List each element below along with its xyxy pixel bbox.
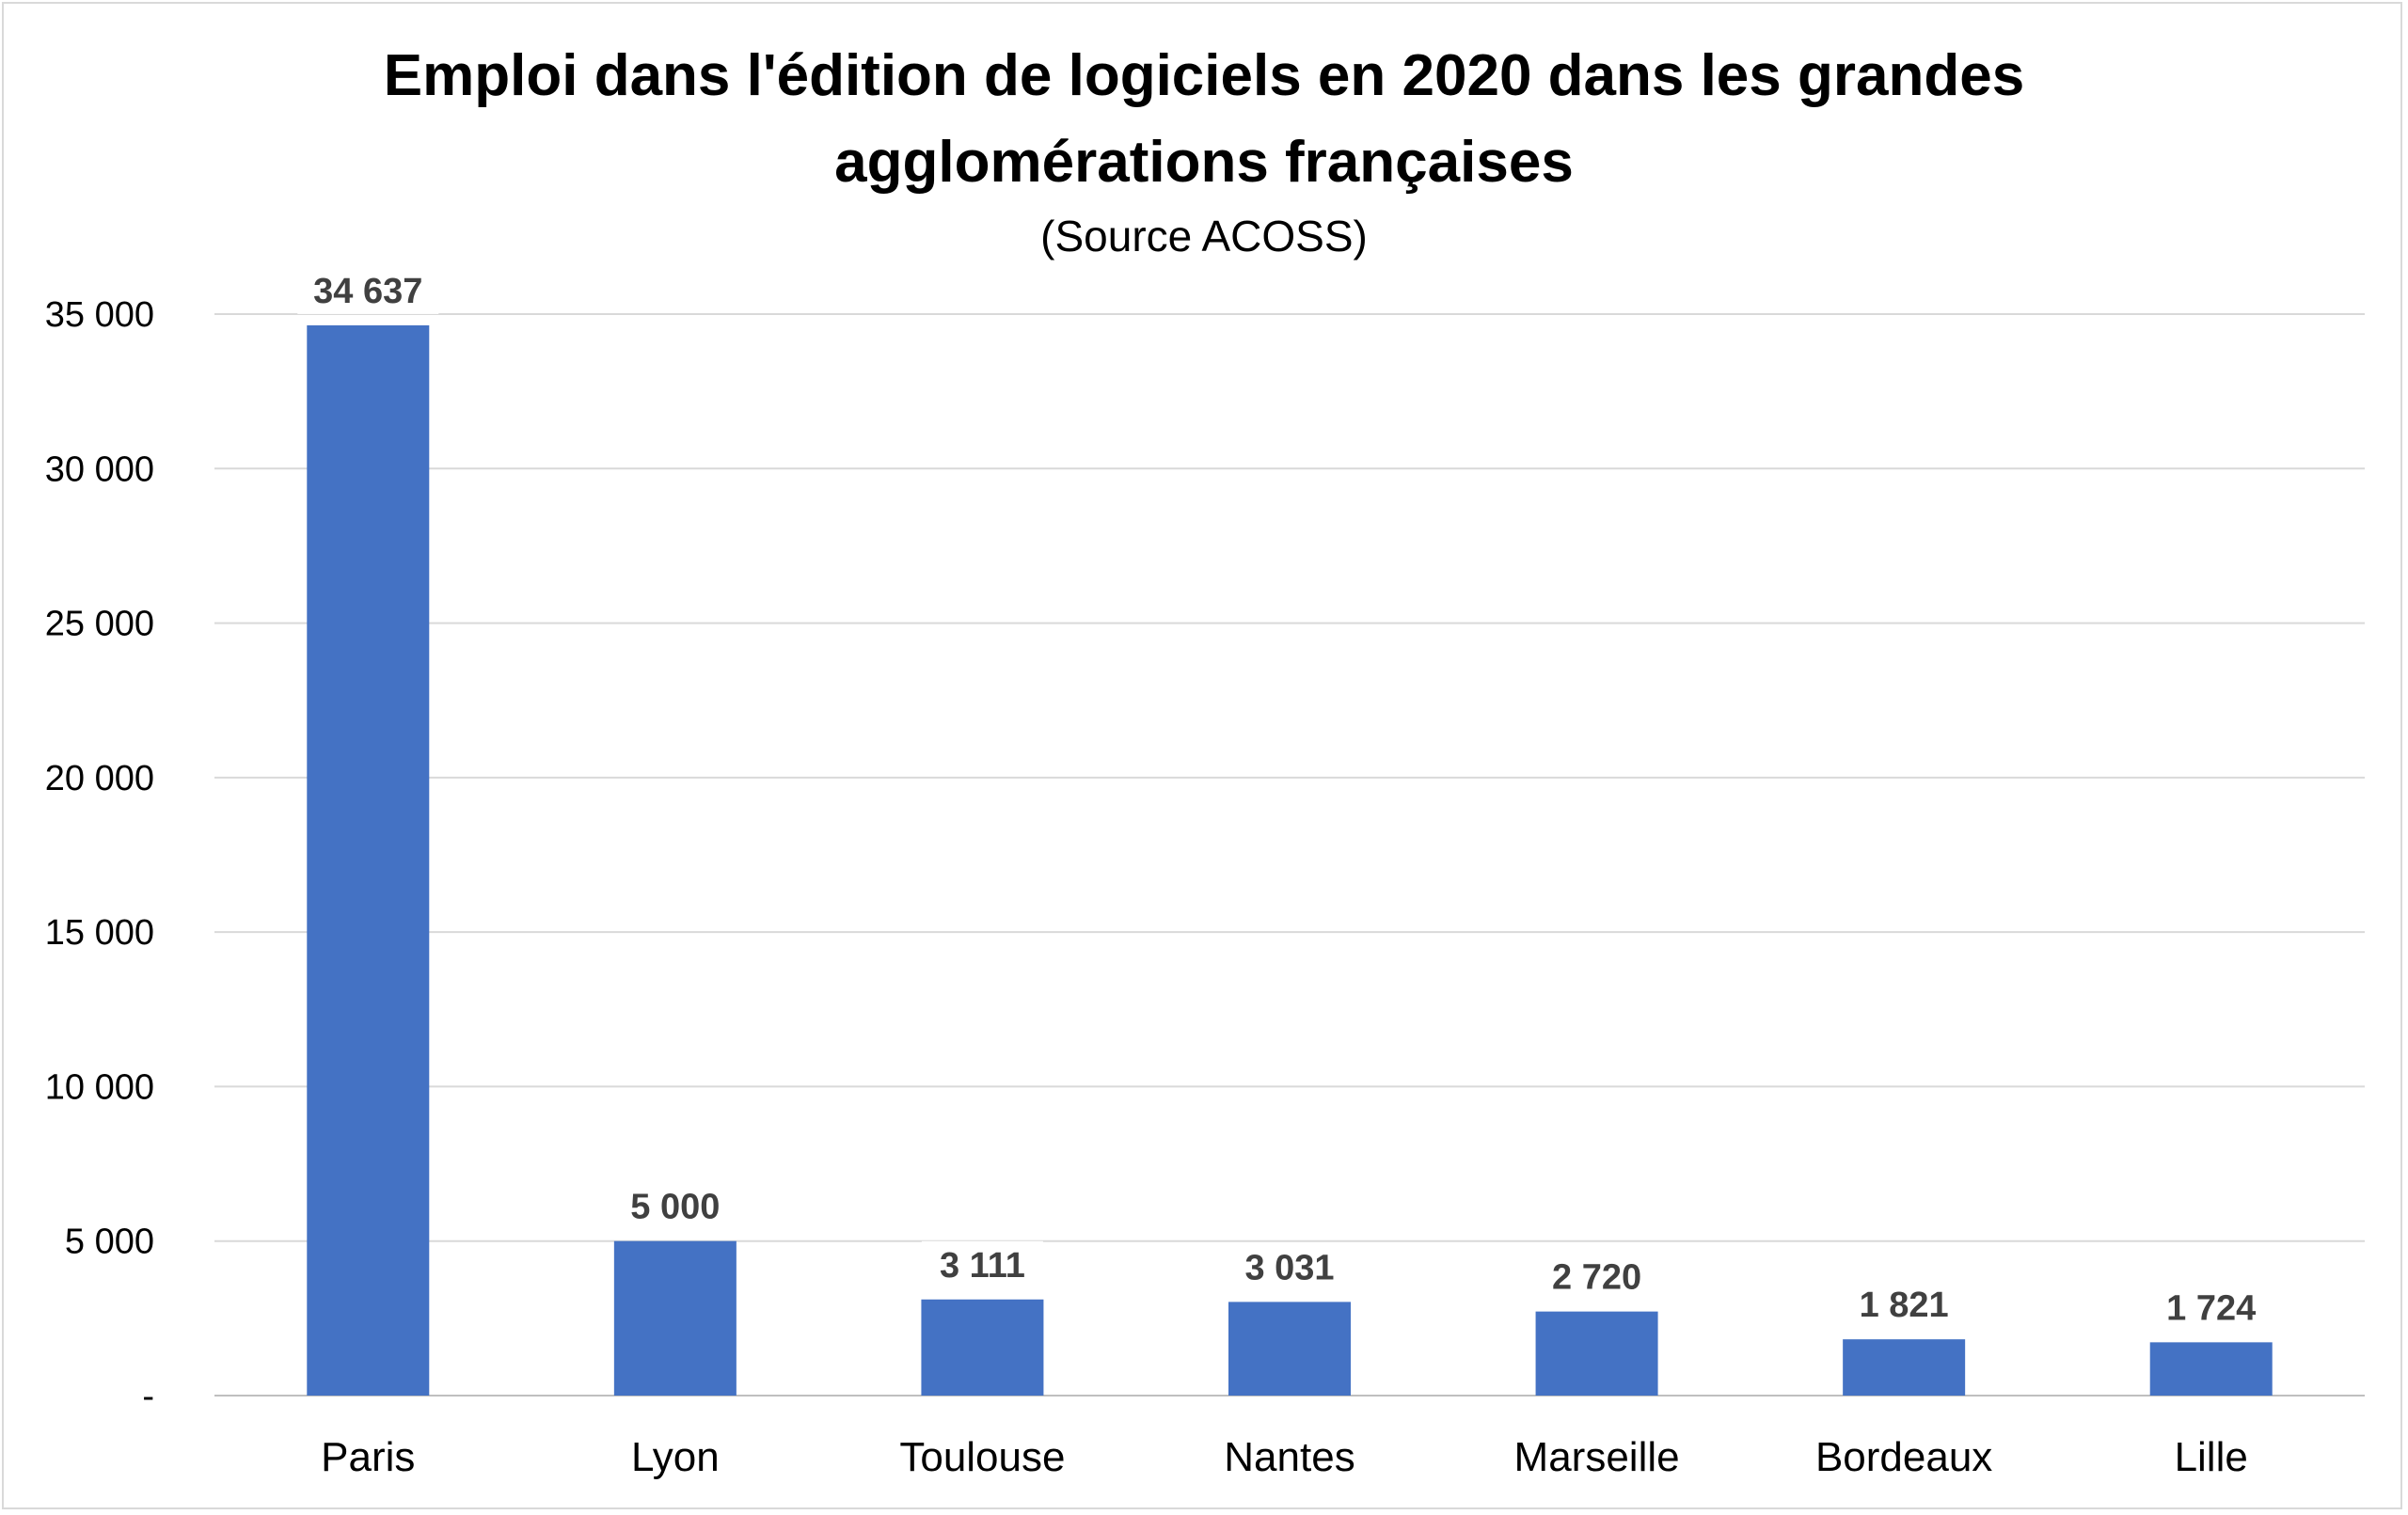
y-tick-label: 15 000 — [45, 913, 154, 953]
bar-marseille[interactable] — [1535, 1311, 1658, 1396]
x-tick-label: Toulouse — [899, 1434, 1065, 1480]
data-label: 3 111 — [940, 1246, 1025, 1286]
y-tick-label: 20 000 — [45, 759, 154, 798]
data-label: 1 724 — [2166, 1288, 2256, 1328]
x-tick-label: Marseille — [1514, 1434, 1680, 1480]
x-tick-label: Bordeaux — [1815, 1434, 1992, 1480]
x-tick-label: Lille — [2175, 1434, 2248, 1480]
bar-bordeaux[interactable] — [1843, 1339, 1966, 1396]
data-label: 2 720 — [1552, 1258, 1641, 1298]
data-label-background — [614, 1182, 737, 1230]
bar-lyon[interactable] — [613, 1240, 737, 1396]
data-label: 34 637 — [313, 272, 422, 311]
bar-toulouse[interactable] — [921, 1299, 1044, 1396]
data-label-background — [1536, 1253, 1658, 1301]
bar-nantes[interactable] — [1228, 1302, 1351, 1396]
data-label: 5 000 — [630, 1188, 720, 1227]
chart-subtitle: (Source ACOSS) — [1040, 212, 1368, 260]
x-tick-label: Lyon — [631, 1434, 720, 1480]
y-tick-label: 10 000 — [45, 1067, 154, 1107]
data-label: 1 821 — [1860, 1286, 1949, 1325]
data-label-background — [921, 1240, 1043, 1288]
chart-title-line-2: agglomérations françaises — [834, 130, 1574, 195]
bar-paris[interactable] — [307, 324, 430, 1397]
x-tick-label: Paris — [321, 1434, 415, 1480]
data-label-background — [2150, 1284, 2273, 1332]
chart-title-line-1: Emploi dans l'édition de logiciels en 20… — [383, 43, 2025, 108]
data-label-background — [297, 266, 439, 314]
y-tick-label: 30 000 — [45, 450, 154, 489]
x-tick-label: Nantes — [1224, 1434, 1354, 1480]
y-tick-label: - — [142, 1377, 154, 1416]
data-label-background — [1228, 1243, 1351, 1291]
y-tick-label: 25 000 — [45, 605, 154, 644]
y-tick-label: 35 000 — [45, 295, 154, 335]
data-label-background — [1843, 1281, 1965, 1329]
data-label: 3 031 — [1244, 1248, 1334, 1287]
bar-lille[interactable] — [2149, 1342, 2273, 1396]
y-tick-label: 5 000 — [65, 1223, 154, 1262]
